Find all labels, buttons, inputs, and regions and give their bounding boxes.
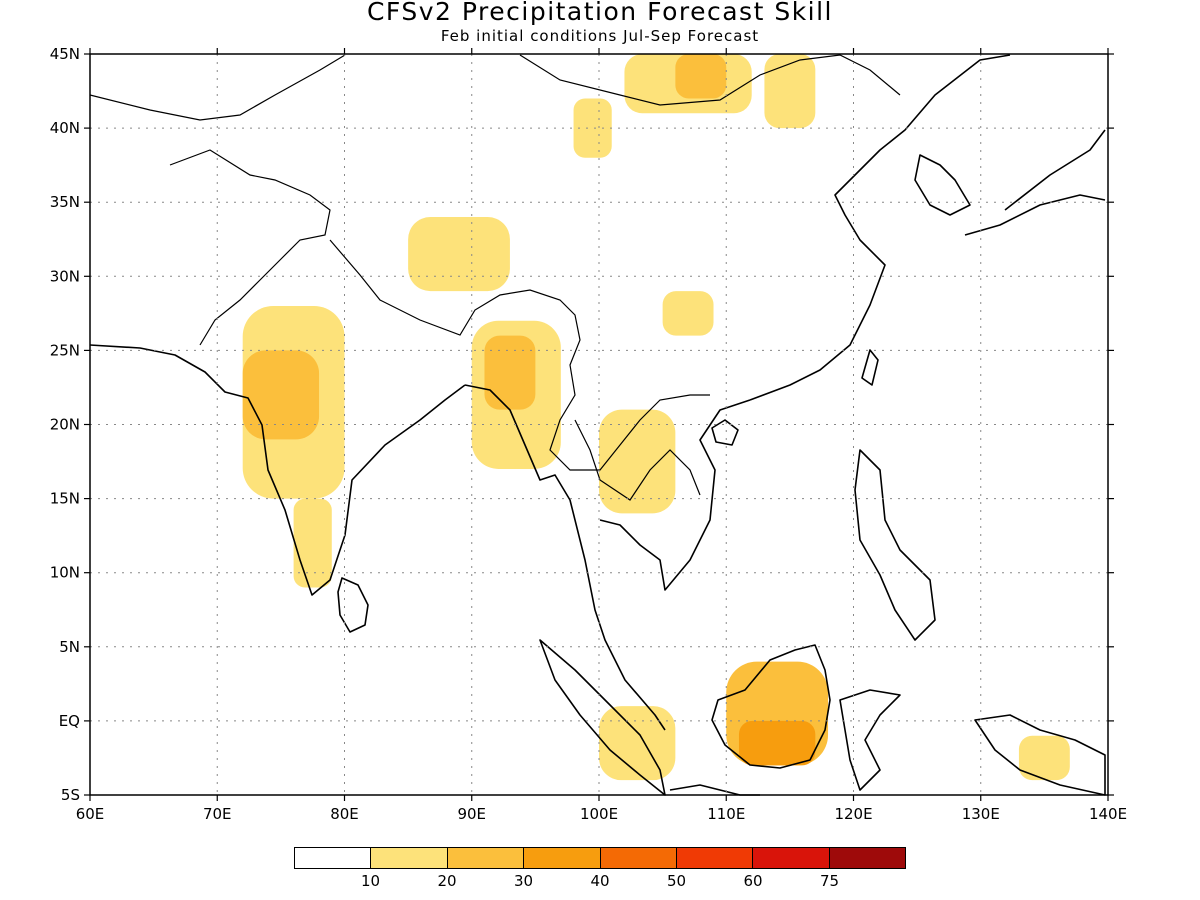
skill-region-7 <box>573 98 612 158</box>
lat-label: 15N <box>50 490 80 508</box>
lat-label: 45N <box>50 45 80 63</box>
colorbar-swatch <box>753 848 830 868</box>
lon-label: 70E <box>203 805 232 823</box>
lat-label: 20N <box>50 416 80 434</box>
skill-region-6 <box>599 409 676 514</box>
coastline-japan <box>964 129 1106 236</box>
colorbar-swatch <box>295 848 372 868</box>
lat-label: 35N <box>50 193 80 211</box>
map-title: CFSv2 Precipitation Forecast Skill <box>366 0 834 26</box>
lat-label: EQ <box>59 712 80 730</box>
skill-region-9 <box>675 54 727 99</box>
lon-label: 140E <box>1089 805 1127 823</box>
skill-region-12 <box>599 706 676 781</box>
colorbar-label: 75 <box>819 872 840 890</box>
lon-label: 80E <box>330 805 359 823</box>
colorbar <box>294 847 906 869</box>
axis-ticks <box>84 48 1114 801</box>
coastline-indochina <box>464 384 666 731</box>
colorbar-swatch <box>829 848 905 868</box>
coastline-taiwan <box>861 349 879 386</box>
coastline-sri-lanka <box>337 577 369 633</box>
skill-region-11 <box>662 291 714 336</box>
border-central-asia <box>89 54 346 346</box>
lat-label: 40N <box>50 119 80 137</box>
colorbar-swatch <box>371 848 448 868</box>
lat-label: 25N <box>50 341 80 359</box>
colorbar-label: 10 <box>360 872 381 890</box>
coastline-new-guinea <box>974 714 1106 796</box>
lon-label: 60E <box>76 805 105 823</box>
skill-region-2 <box>293 498 332 588</box>
skill-region-15 <box>1018 735 1070 781</box>
colorbar-label: 30 <box>513 872 534 890</box>
coastline-philippines <box>854 449 936 641</box>
border-mongolia <box>519 54 901 106</box>
skill-region-5 <box>484 335 536 410</box>
lon-label: 90E <box>457 805 486 823</box>
colorbar-label: 60 <box>743 872 763 890</box>
lat-label: 5S <box>61 786 80 804</box>
coastline-hainan <box>711 419 739 446</box>
lon-label: 100E <box>580 805 618 823</box>
lat-label: 30N <box>50 267 80 285</box>
lat-label: 10N <box>50 564 80 582</box>
latitude-labels: 45N 40N 35N 30N 25N 20N 15N 10N 5N EQ 5S <box>50 45 80 804</box>
colorbar-label: 40 <box>590 872 610 890</box>
lat-label: 5N <box>59 638 80 656</box>
colorbar-swatch <box>524 848 601 868</box>
coastline-gulf-thailand <box>599 399 751 591</box>
lon-label: 130E <box>962 805 1000 823</box>
colorbar-swatch <box>676 848 754 868</box>
map-subtitle: Feb initial conditions Jul-Sep Forecast <box>440 27 760 45</box>
coastline-java <box>669 784 760 796</box>
skill-region-3 <box>408 217 510 292</box>
border-indochina <box>574 419 701 501</box>
coastline-india <box>89 344 466 596</box>
coastline-borneo <box>711 644 831 769</box>
coastline-china <box>749 54 1011 401</box>
skill-regions <box>242 54 1070 781</box>
lon-label: 120E <box>834 805 872 823</box>
coastline-korea <box>914 154 971 216</box>
skill-region-1 <box>242 350 320 440</box>
colorbar-label: 50 <box>666 872 687 890</box>
colorbar-swatch <box>600 848 677 868</box>
skill-region-14 <box>738 720 816 766</box>
longitude-labels: 60E 70E 80E 90E 100E 110E 120E 130E 140E <box>76 805 1127 823</box>
gridlines <box>90 54 1108 795</box>
country-borders <box>89 54 901 501</box>
border-himalaya <box>329 239 710 471</box>
colorbar-swatch <box>447 848 525 868</box>
lon-label: 110E <box>707 805 745 823</box>
coastline-sulawesi <box>839 689 901 791</box>
colorbar-label: 20 <box>437 872 457 890</box>
skill-region-10 <box>764 54 816 129</box>
